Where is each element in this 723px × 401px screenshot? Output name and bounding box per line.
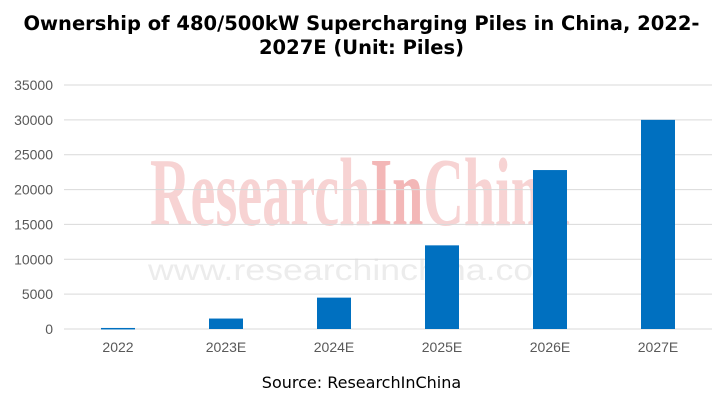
x-tick-label: 2026E	[530, 339, 570, 355]
y-axis-ticks: 0 5000 10000 15000 20000 25000 30000 35000	[14, 77, 53, 337]
x-tick-label: 2024E	[314, 339, 354, 355]
bar-2022	[101, 327, 135, 330]
x-tick-label: 2027E	[638, 339, 678, 355]
bar-2023E	[209, 318, 243, 329]
x-tick-label: 2022	[102, 339, 133, 355]
bar-2025E	[425, 245, 459, 329]
chart-title: Ownership of 480/500kW Supercharging Pil…	[23, 12, 700, 59]
source-note: Source: ResearchInChina	[261, 373, 462, 392]
x-tick-label: 2023E	[206, 339, 246, 355]
bar-2024E	[317, 297, 351, 329]
y-tick-label: 0	[45, 321, 53, 337]
y-tick-label: 20000	[14, 182, 53, 198]
y-tick-label: 30000	[14, 112, 53, 128]
y-tick-label: 15000	[14, 216, 53, 232]
y-tick-label: 10000	[14, 251, 53, 267]
y-tick-label: 25000	[14, 147, 53, 163]
bar-2026E	[533, 170, 567, 329]
y-tick-label: 5000	[22, 286, 53, 302]
x-axis-ticks: 2022 2023E 2024E 2025E 2026E 2027E	[102, 339, 678, 355]
svg-text:ResearchInChina: ResearchInChina	[150, 139, 570, 247]
watermark: ResearchInChina www.researchinchina.com	[147, 139, 570, 287]
gridlines	[64, 84, 712, 330]
bars	[101, 119, 675, 330]
watermark-in: In	[370, 139, 423, 247]
watermark-research: Research	[150, 139, 370, 247]
y-tick-label: 35000	[14, 77, 53, 93]
x-tick-label: 2025E	[422, 339, 462, 355]
bar-2027E	[641, 119, 675, 329]
